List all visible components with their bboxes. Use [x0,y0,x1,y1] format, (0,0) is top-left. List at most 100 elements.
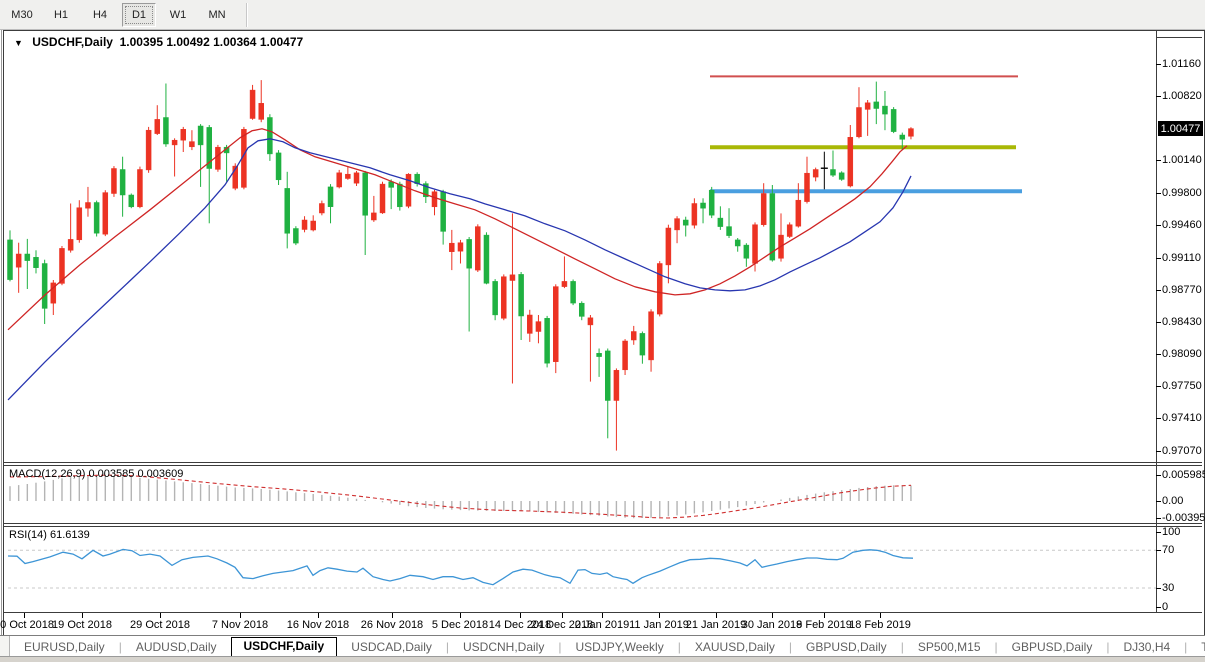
date-axis-label: 26 Nov 2018 [360,619,424,631]
timeframe-button-m30[interactable]: M30 [11,8,33,21]
macd-label: MACD(12,26,9) 0.003585 0.003609 [9,468,184,480]
price-axis-label: 1.00820 [1162,90,1202,102]
date-tick [160,613,161,618]
tab-eurusd-daily[interactable]: EURUSD,Daily [24,639,105,654]
price-axis-label: 0.98430 [1162,316,1202,328]
tab-xauusd-daily[interactable]: XAUUSD,Daily [694,639,775,654]
price-axis-label: 0.98770 [1162,284,1202,296]
macd-axis-tick [1156,501,1161,502]
rsi-axis-tick [1156,532,1161,533]
tab-sp500-m15[interactable]: SP500,M15 [917,639,981,654]
date-tick [520,613,521,618]
tab-usdcad-daily[interactable]: USDCAD,Daily [351,639,432,654]
price-axis-label: 0.97070 [1162,445,1202,457]
ohlc-high: 1.00492 [166,35,210,49]
tab-separator: | [994,639,998,654]
chart-bottom-border [4,612,1202,613]
date-axis-label: 30 Jan 2019 [741,619,803,631]
date-tick [24,613,25,618]
date-tick [392,613,393,618]
date-tick [460,613,461,618]
price-tick [1156,64,1161,65]
price-tick [1156,418,1161,419]
rsi-line [7,548,914,586]
timeframe-button-h4[interactable]: H4 [92,8,108,21]
tab-usdjpy-weekly[interactable]: USDJPY,Weekly [575,639,664,654]
panel-splitter-2[interactable] [4,523,1202,524]
date-tick [659,613,660,618]
date-axis-label: 8 Feb 2019 [796,619,852,631]
tab-dj30-h4[interactable]: DJ30,H4 [1123,639,1171,654]
date-axis-label: 21 Jan 2019 [685,619,747,631]
timeframe-toolbar: M30 H1 H4 D1 W1 MN [0,0,1205,30]
price-axis-line [1156,31,1157,612]
timeframe-button-h1[interactable]: H1 [53,8,69,21]
date-axis-label: 5 Dec 2018 [431,619,489,631]
toolbar-separator [246,2,247,27]
tab-separator: | [445,639,449,654]
macd-value-signal: 0.003609 [137,468,184,480]
panel-splitter-1b [4,465,1202,466]
rsi-value: 61.6139 [49,529,90,541]
tab-usdchf-daily[interactable]: USDCHF,Daily [230,636,338,657]
date-tick [716,613,717,618]
symbol-dropdown-icon[interactable]: ▼ [14,38,23,48]
tab-tech100-[interactable]: TECH100, [1187,638,1205,656]
macd-axis-label: 0.005985 [1162,469,1205,481]
rsi-indicator-panel[interactable] [7,527,1156,612]
price-axis-label: 0.99110 [1162,252,1201,264]
window-edge [1,30,2,635]
price-tick [1156,96,1161,97]
date-axis-label: 2 Jan 2019 [574,619,630,631]
main-price-chart[interactable] [7,31,1156,461]
price-tick [1156,386,1161,387]
rsi-axis-label: 0 [1162,601,1169,613]
timeframe-button-d1[interactable]: D1 [122,2,156,27]
macd-axis-label: 0.00 [1162,495,1184,507]
timeframe-button-w1[interactable]: W1 [169,8,187,21]
chart-symbol-label: USDCHF,Daily [32,35,113,49]
date-tick [82,613,83,618]
price-tick [1156,225,1161,226]
macd-indicator-panel[interactable] [8,466,1156,523]
price-axis-label: 0.97410 [1162,412,1202,424]
rsi-label: RSI(14) 61.6139 [9,529,90,541]
tab-gbpusd-daily[interactable]: GBPUSD,Daily [806,639,887,654]
panel-splitter-1[interactable] [4,462,1202,463]
date-tick [772,613,773,618]
price-tick [1156,290,1161,291]
ohlc-close: 1.00477 [259,35,304,49]
date-axis-label: 14 Dec 2018 [488,619,552,631]
rsi-axis-tick [1156,550,1161,551]
price-axis-label: 0.99460 [1162,219,1202,231]
tab-separator: | [1106,639,1110,654]
price-tick [1156,451,1161,452]
price-tick [1156,258,1161,259]
price-axis-label: 1.01160 [1162,58,1201,70]
chart-tab-bar: EURUSD,Daily | AUDUSD,Daily USDCHF,Daily USD… [0,635,1205,657]
timeframe-button-mn[interactable]: MN [208,8,226,21]
date-axis-label: 10 Oct 2018 [0,619,54,631]
ohlc-low: 1.00364 [213,35,257,49]
ma-slow-line [7,138,912,401]
date-tick [880,613,881,618]
chart-title: ▼ USDCHF,Daily 1.00395 1.00492 1.00364 1… [14,35,303,49]
tab-usdcnh-daily[interactable]: USDCNH,Daily [463,639,545,654]
macd-axis-tick [1156,518,1161,519]
ma-fast-line [7,128,908,331]
macd-value-main: 0.003585 [88,468,135,480]
macd-signal-line [9,474,912,519]
date-axis-label: 18 Feb 2019 [849,619,911,631]
current-price-tag: 1.00477 [1158,121,1203,136]
price-tick [1156,160,1161,161]
rsi-axis-tick [1156,588,1161,589]
price-tick [1156,354,1161,355]
tab-gbpusd-daily[interactable]: GBPUSD,Daily [1011,639,1093,654]
rsi-axis-label: 30 [1162,582,1175,594]
macd-axis-tick [1156,475,1161,476]
ohlc-open: 1.00395 [119,35,164,49]
tab-audusd-daily[interactable]: AUDUSD,Daily [135,639,217,654]
candles-layer [7,80,914,451]
tab-separator: | [558,639,562,654]
